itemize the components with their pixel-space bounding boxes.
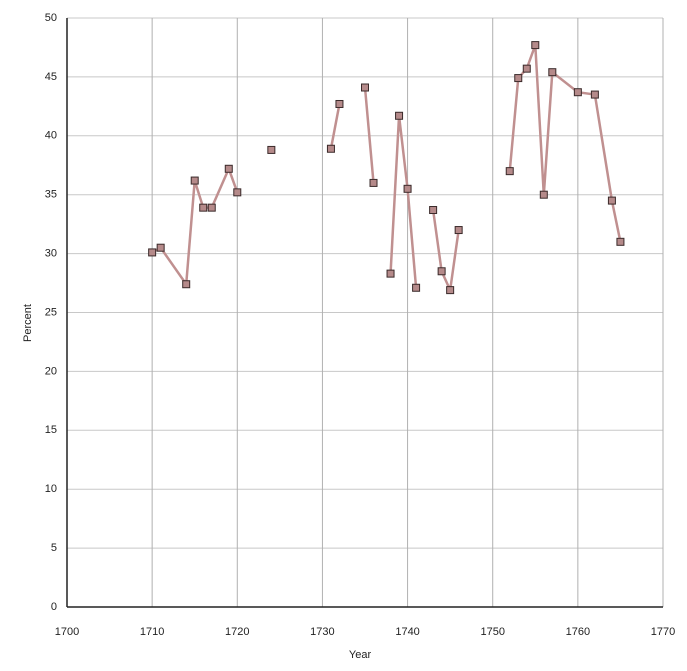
marker: [548, 68, 557, 77]
marker: [539, 190, 548, 199]
marker: [156, 243, 165, 252]
marker: [224, 164, 233, 173]
y-tick-label: 10: [45, 483, 57, 495]
marker: [514, 74, 523, 83]
marker: [446, 286, 455, 295]
marker: [437, 267, 446, 276]
marker: [326, 144, 335, 153]
marker: [267, 145, 276, 154]
x-tick-label: 1750: [480, 626, 504, 638]
marker: [573, 88, 582, 97]
marker: [505, 167, 514, 176]
marker: [429, 206, 438, 215]
x-tick-label: 1720: [225, 626, 249, 638]
y-tick-label: 15: [45, 424, 57, 436]
marker: [369, 178, 378, 187]
x-tick-label: 1730: [310, 626, 334, 638]
marker: [361, 83, 369, 92]
marker: [207, 203, 216, 212]
marker: [454, 226, 463, 235]
y-tick-label: 40: [45, 130, 57, 142]
y-tick-label: 20: [45, 365, 57, 377]
x-tick-label: 1710: [140, 626, 164, 638]
marker: [386, 269, 395, 278]
x-tick-label: 1770: [651, 626, 675, 638]
marker: [616, 237, 625, 246]
marker: [522, 64, 531, 73]
marker: [403, 184, 412, 193]
y-tick-label: 25: [45, 306, 57, 318]
marker: [395, 111, 404, 120]
marker: [233, 188, 242, 197]
x-axis-label: Year: [349, 649, 372, 661]
marker: [531, 41, 540, 50]
x-tick-label: 1740: [395, 626, 419, 638]
marker: [182, 280, 191, 289]
marker: [590, 90, 599, 99]
marker: [199, 203, 208, 212]
y-tick-label: 35: [45, 189, 57, 201]
marker: [335, 99, 344, 108]
x-tick-label: 1760: [566, 626, 590, 638]
marker: [412, 283, 421, 292]
y-tick-label: 0: [51, 601, 57, 613]
line: [151, 44, 622, 295]
y-tick-label: 30: [45, 248, 57, 260]
y-axis-label: Percent: [22, 304, 34, 342]
y-tick-label: 5: [51, 542, 57, 554]
x-tick-label: 1700: [55, 626, 79, 638]
y-tick-label: 45: [45, 71, 57, 83]
marker: [607, 196, 616, 205]
marker: [148, 248, 157, 257]
y-tick-label: 50: [45, 12, 57, 24]
marker: [190, 176, 199, 185]
